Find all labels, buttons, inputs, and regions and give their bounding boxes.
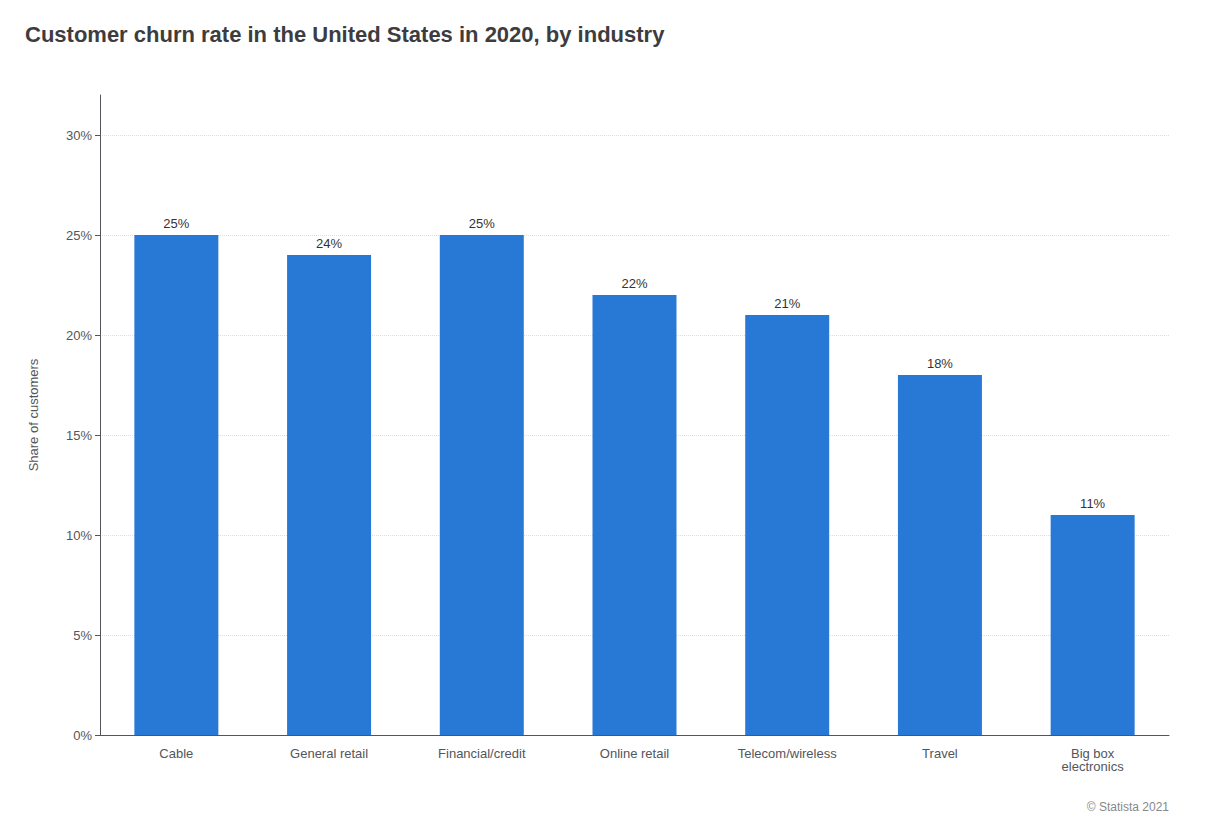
svg-text:Cable: Cable xyxy=(159,746,193,761)
svg-text:18%: 18% xyxy=(927,356,953,371)
svg-text:30%: 30% xyxy=(66,128,92,143)
svg-text:General retail: General retail xyxy=(290,746,368,761)
svg-text:Customer churn rate in the Uni: Customer churn rate in the United States… xyxy=(25,22,665,47)
svg-text:Financial/credit: Financial/credit xyxy=(438,746,526,761)
svg-text:5%: 5% xyxy=(73,628,92,643)
svg-text:24%: 24% xyxy=(316,236,342,251)
svg-text:20%: 20% xyxy=(66,328,92,343)
svg-text:25%: 25% xyxy=(469,216,495,231)
svg-text:electronics: electronics xyxy=(1062,759,1125,774)
svg-text:15%: 15% xyxy=(66,428,92,443)
svg-text:© Statista 2021: © Statista 2021 xyxy=(1087,800,1170,814)
svg-text:Big box: Big box xyxy=(1071,746,1115,761)
svg-text:25%: 25% xyxy=(163,216,189,231)
svg-text:11%: 11% xyxy=(1080,496,1105,511)
svg-text:0%: 0% xyxy=(73,728,92,743)
svg-text:Share of customers: Share of customers xyxy=(26,358,41,471)
svg-text:Travel: Travel xyxy=(922,746,958,761)
svg-text:10%: 10% xyxy=(66,528,92,543)
svg-text:21%: 21% xyxy=(774,296,800,311)
svg-text:22%: 22% xyxy=(621,276,647,291)
svg-text:Telecom/wireless: Telecom/wireless xyxy=(738,746,837,761)
svg-text:25%: 25% xyxy=(66,228,92,243)
svg-text:Online retail: Online retail xyxy=(600,746,669,761)
